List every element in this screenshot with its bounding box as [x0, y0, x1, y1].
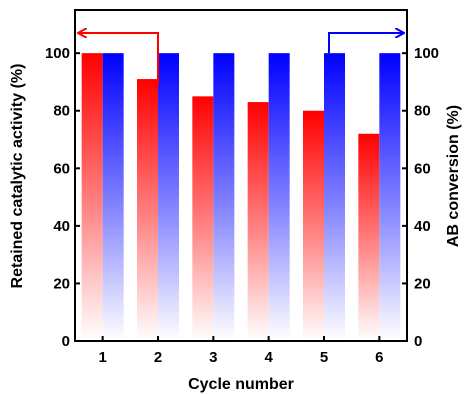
x-tick-label-4: 4 [264, 349, 273, 366]
bar-retained-activity-2 [137, 79, 158, 342]
x-tick-label-5: 5 [320, 349, 328, 366]
x-tick-label-1: 1 [98, 349, 106, 366]
y-tick-label-80: 80 [53, 103, 70, 120]
y-tick-label-100: 100 [45, 45, 70, 62]
y-tick-label-0: 0 [62, 333, 70, 350]
y-axis-title: Retained catalytic activity (%) [9, 64, 26, 289]
x-tick-label-2: 2 [154, 349, 162, 366]
bar-ab-conversion-2 [158, 53, 179, 341]
bar-ab-conversion-1 [102, 53, 124, 341]
bar-retained-activity-3 [192, 96, 214, 341]
bar-retained-activity-1 [81, 53, 103, 341]
x-tick-label-6: 6 [375, 349, 383, 366]
y2-tick-label-20: 20 [414, 275, 431, 292]
arrow-left-axis-retained-activity [79, 33, 159, 86]
y-tick-label-60: 60 [53, 160, 70, 177]
bar-ab-conversion-4 [268, 53, 290, 341]
y-tick-label-20: 20 [53, 275, 70, 292]
bar-ab-conversion-6 [379, 53, 401, 341]
y2-axis-title: AB conversion (%) [445, 105, 462, 247]
axis-arrows [79, 33, 403, 86]
y2-tick-label-0: 0 [414, 333, 422, 350]
bar-ab-conversion-5 [324, 53, 345, 341]
bar-retained-activity-6 [358, 133, 380, 341]
bar-retained-activity-5 [303, 110, 324, 341]
arrow-right-axis-ab-conversion [328, 33, 403, 54]
bars-layer [81, 53, 401, 342]
x-axis-title: Cycle number [188, 376, 294, 393]
y-tick-label-40: 40 [53, 218, 70, 235]
bar-retained-activity-4 [247, 102, 269, 342]
y2-tick-label-40: 40 [414, 218, 431, 235]
x-tick-label-3: 3 [209, 349, 217, 366]
y2-tick-label-100: 100 [414, 45, 439, 62]
bar-ab-conversion-3 [213, 53, 235, 341]
plot-frame [74, 9, 408, 342]
y2-tick-label-60: 60 [414, 160, 431, 177]
y2-tick-label-80: 80 [414, 103, 431, 120]
